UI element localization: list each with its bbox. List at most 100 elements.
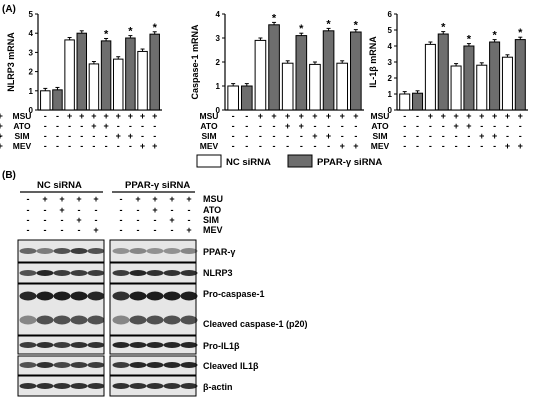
condition-sign: -	[273, 121, 276, 131]
legend: NC siRNA PPAR-γ siRNA	[196, 154, 382, 168]
legend-label-nc: NC siRNA	[226, 157, 271, 168]
bar-nc	[64, 39, 75, 111]
condition-sign: +	[353, 141, 358, 151]
blot-sign: -	[61, 215, 64, 225]
condition-sign: +	[0, 111, 3, 121]
blot-band	[87, 291, 105, 301]
blot-band	[129, 291, 147, 301]
condition-sign: +	[0, 141, 3, 151]
condition-sign: -	[327, 121, 330, 131]
bar-ppar	[412, 92, 424, 111]
bar-ppar	[322, 30, 335, 111]
blot-row: β-actin	[17, 375, 233, 397]
significance-star: *	[104, 28, 109, 40]
condition-sign: +	[0, 111, 3, 121]
condition-sign: -	[56, 141, 59, 151]
blot-band	[70, 270, 88, 276]
condition-sign: +	[312, 111, 317, 121]
significance-star: *	[492, 30, 497, 42]
condition-sign: +	[518, 111, 523, 121]
condition-sign: +	[285, 111, 290, 121]
condition-sign: +	[152, 141, 157, 151]
condition-sign: -	[403, 141, 406, 151]
blot-band	[129, 315, 147, 325]
y-tick-label: 1	[29, 87, 34, 96]
blot-band-label: Pro-IL1β	[203, 341, 240, 351]
blot-band	[19, 342, 37, 348]
condition-sign: +	[453, 111, 458, 121]
blot-sign: -	[27, 225, 30, 235]
blot-sign: -	[78, 205, 81, 215]
blot-band	[129, 270, 147, 276]
significance-star: *	[272, 12, 277, 24]
condition-sign: +	[0, 131, 3, 141]
condition-label: MSU	[371, 111, 390, 121]
blot-sign: -	[188, 215, 191, 225]
condition-sign: -	[44, 121, 47, 131]
blot-band	[87, 248, 105, 254]
condition-sign: -	[506, 131, 509, 141]
condition-sign: +	[0, 131, 3, 141]
condition-sign: +	[505, 141, 510, 151]
condition-sign: +	[128, 111, 133, 121]
condition-sign: +	[128, 131, 133, 141]
blot-sign: +	[76, 194, 81, 204]
condition-sign: +	[428, 111, 433, 121]
condition-sign: +	[340, 141, 345, 151]
blot-band	[180, 248, 198, 254]
bar-nc	[424, 43, 436, 111]
blot-band	[70, 291, 88, 301]
blot-band-label: NLRP3	[203, 268, 233, 278]
condition-sign: +	[479, 111, 484, 121]
condition-sign: +	[0, 141, 3, 151]
condition-sign: -	[493, 141, 496, 151]
condition-sign: -	[442, 121, 445, 131]
blot-band	[112, 383, 130, 389]
bar-ppar	[100, 40, 112, 111]
blot-sign: -	[27, 194, 30, 204]
blot-treatment-label: ATO	[203, 205, 221, 215]
y-tick-label: 0	[216, 106, 221, 115]
condition-sign: -	[153, 121, 156, 131]
bar-nc	[40, 90, 51, 111]
condition-sign: -	[416, 111, 419, 121]
blot-band	[163, 291, 181, 301]
condition-sign: +	[91, 111, 96, 121]
condition-sign: -	[480, 121, 483, 131]
condition-sign: -	[313, 121, 316, 131]
condition-sign: +	[91, 121, 96, 131]
condition-sign: -	[92, 131, 95, 141]
condition-sign: +	[466, 111, 471, 121]
y-tick-label: 2	[29, 68, 34, 77]
blot-band	[112, 362, 130, 368]
y-tick-label: 1	[388, 90, 393, 99]
condition-sign: +	[299, 111, 304, 121]
condition-sign: +	[79, 111, 84, 121]
condition-sign: -	[153, 131, 156, 141]
blot-band	[19, 291, 37, 301]
blot-sign: +	[42, 194, 47, 204]
bar-ppar	[240, 85, 253, 111]
condition-sign: -	[341, 121, 344, 131]
blot-band	[112, 315, 130, 325]
condition-sign: +	[0, 141, 3, 151]
blot-sign: -	[120, 215, 123, 225]
condition-sign: -	[300, 141, 303, 151]
condition-sign: +	[340, 111, 345, 121]
condition-sign: -	[480, 141, 483, 151]
blot-band	[87, 315, 105, 325]
condition-sign: -	[232, 141, 235, 151]
condition-sign: -	[403, 131, 406, 141]
significance-star: *	[153, 22, 158, 34]
y-tick-label: 5	[388, 26, 393, 35]
condition-label: MEV	[13, 141, 32, 151]
blot-band	[180, 342, 198, 348]
blot-sign: -	[120, 194, 123, 204]
condition-sign: -	[105, 131, 108, 141]
blot-band	[180, 315, 198, 325]
bar-ppar	[295, 35, 308, 111]
condition-sign: +	[0, 141, 3, 151]
blot-band	[129, 342, 147, 348]
